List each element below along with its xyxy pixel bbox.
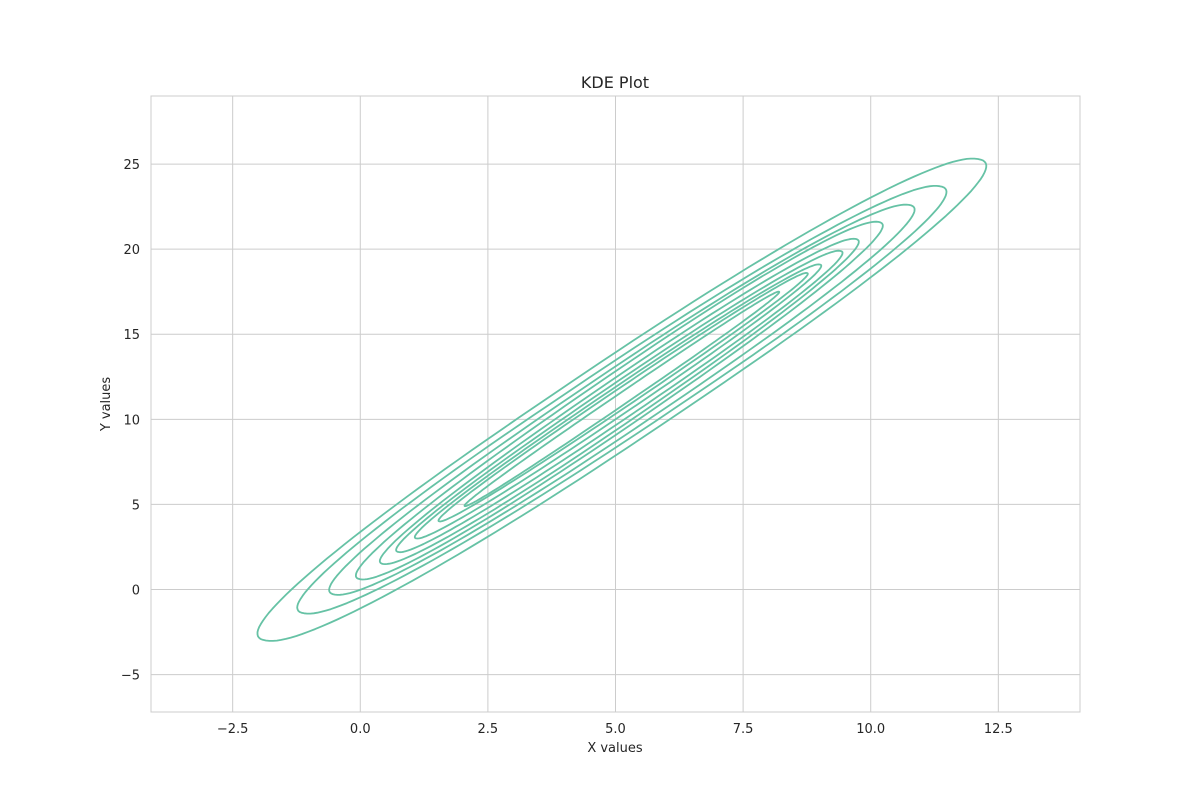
x-axis-label: X values [587, 741, 643, 756]
kde-contour-level-9 [463, 290, 781, 507]
y-tick-labels: −5 0 5 10 15 20 25 [121, 158, 140, 683]
y-tick-label: 0 [132, 583, 140, 598]
y-tick-label: 15 [123, 328, 140, 343]
y-tick-label: 5 [132, 498, 140, 513]
x-tick-label: 5.0 [605, 722, 626, 737]
kde-contour-level-6 [395, 249, 844, 554]
x-tick-labels: −2.5 0.0 2.5 5.0 7.5 10.0 12.5 [217, 722, 1013, 737]
y-tick-label: 10 [123, 413, 140, 428]
kde-contour-level-3 [328, 203, 916, 596]
kde-contour-level-8 [437, 272, 809, 523]
x-tick-label: 7.5 [733, 722, 754, 737]
contour-lines [256, 157, 988, 642]
grid [151, 96, 1080, 712]
y-tick-label: −5 [121, 669, 140, 684]
x-tick-label: 0.0 [350, 722, 371, 737]
x-tick-label: 2.5 [478, 722, 499, 737]
kde-contour-level-5 [378, 237, 860, 565]
y-axis-label: Y values [99, 377, 114, 433]
chart-title: KDE Plot [581, 73, 649, 92]
kde-contour-level-7 [413, 263, 823, 540]
y-tick-label: 20 [123, 243, 140, 258]
kde-contour-level-1 [256, 157, 988, 642]
kde-contour-level-4 [355, 220, 884, 581]
x-tick-label: 10.0 [856, 722, 885, 737]
y-tick-label: 25 [123, 158, 140, 173]
kde-contour-level-2 [296, 185, 948, 615]
plot-frame [150, 95, 1081, 713]
x-tick-label: 12.5 [984, 722, 1013, 737]
x-tick-label: −2.5 [217, 722, 249, 737]
